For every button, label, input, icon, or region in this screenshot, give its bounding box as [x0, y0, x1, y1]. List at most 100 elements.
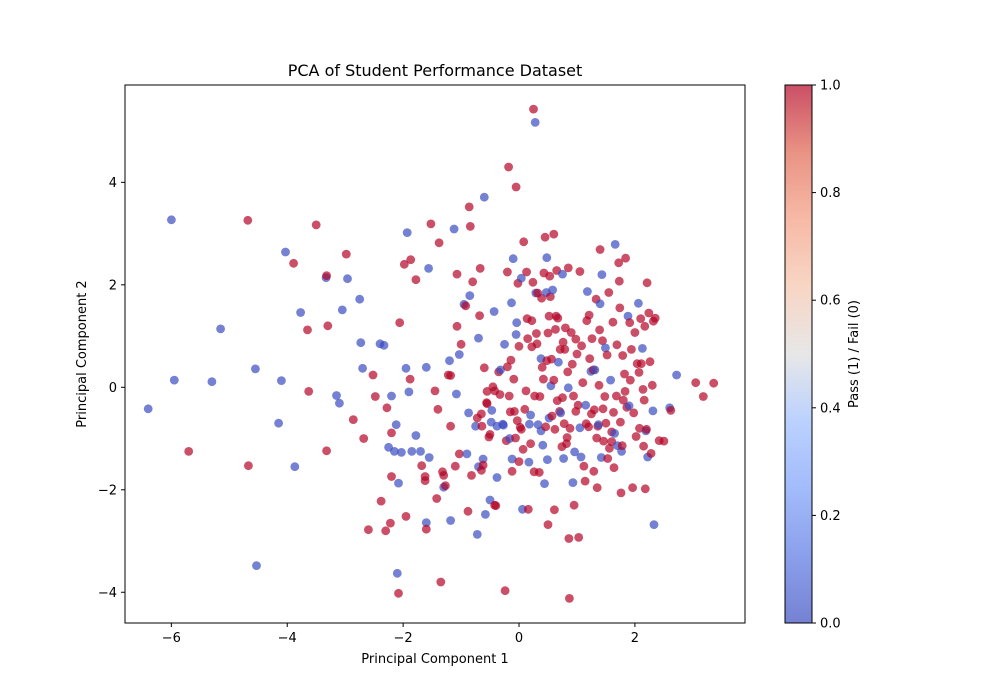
data-point-352 — [647, 380, 657, 390]
data-point-77 — [436, 577, 446, 587]
colorbar-tick-label: 1.0 — [820, 79, 841, 94]
data-point-141 — [500, 586, 510, 596]
data-point-342 — [639, 395, 649, 405]
data-point-363 — [698, 392, 708, 401]
data-point-294 — [601, 343, 610, 353]
data-point-219 — [549, 375, 559, 385]
data-point-269 — [584, 422, 593, 432]
data-point-159 — [512, 318, 522, 328]
data-point-53 — [399, 259, 409, 269]
data-point-320 — [620, 369, 629, 379]
x-tick-label: −4 — [278, 631, 297, 646]
data-point-22 — [322, 446, 331, 456]
data-point-203 — [541, 422, 551, 432]
points-layer — [143, 104, 719, 603]
data-point-112 — [477, 409, 486, 419]
data-point-361 — [672, 370, 681, 380]
data-point-221 — [550, 424, 560, 434]
data-point-179 — [526, 410, 535, 420]
data-point-155 — [510, 407, 519, 416]
data-point-208 — [543, 520, 553, 529]
data-point-175 — [523, 504, 533, 514]
data-point-332 — [631, 432, 641, 441]
data-point-160 — [512, 416, 522, 425]
data-point-232 — [558, 393, 567, 402]
x-axis: −6 −4 −2 0 2 — [162, 623, 639, 646]
data-point-108 — [472, 530, 482, 539]
x-axis-label: Principal Component 1 — [361, 652, 508, 667]
data-point-61 — [411, 275, 421, 285]
data-point-343 — [640, 321, 650, 331]
data-point-293 — [600, 392, 610, 401]
colorbar-tick-label: 0.4 — [820, 401, 841, 416]
data-point-103 — [467, 471, 476, 480]
data-point-35 — [370, 392, 380, 401]
data-point-188 — [532, 329, 541, 338]
data-point-166 — [516, 424, 526, 434]
data-point-304 — [609, 408, 618, 417]
data-point-360 — [666, 406, 676, 415]
colorbar-tick-label: 0.8 — [820, 186, 841, 201]
data-point-205 — [542, 253, 552, 263]
data-point-83 — [445, 356, 454, 366]
data-point-7 — [244, 461, 253, 471]
data-point-178 — [526, 439, 535, 449]
data-point-311 — [614, 258, 624, 268]
data-point-64 — [417, 461, 427, 471]
data-point-110 — [475, 311, 484, 320]
data-point-217 — [548, 285, 557, 295]
data-point-44 — [387, 428, 396, 438]
data-point-318 — [618, 351, 628, 360]
data-point-344 — [640, 484, 650, 494]
data-point-45 — [387, 472, 396, 481]
data-point-129 — [489, 307, 499, 316]
data-point-337 — [636, 314, 646, 323]
data-point-26 — [341, 249, 351, 259]
data-point-234 — [558, 337, 568, 347]
data-point-46 — [390, 447, 399, 456]
data-point-258 — [575, 267, 585, 276]
data-point-84 — [446, 516, 455, 525]
data-point-139 — [499, 420, 508, 430]
data-point-42 — [387, 391, 396, 401]
data-point-340 — [638, 385, 648, 394]
data-point-255 — [572, 349, 582, 359]
colorbar-gradient — [785, 85, 812, 623]
data-point-50 — [394, 478, 403, 488]
data-point-80 — [439, 471, 449, 480]
data-point-81 — [441, 481, 450, 491]
data-point-71 — [426, 219, 436, 229]
data-point-68 — [421, 524, 431, 534]
data-point-298 — [604, 288, 614, 297]
data-point-30 — [356, 338, 366, 348]
data-point-4 — [207, 377, 217, 387]
data-point-249 — [568, 478, 578, 487]
data-point-119 — [481, 510, 490, 519]
data-point-176 — [524, 457, 534, 467]
data-point-331 — [630, 328, 640, 337]
data-point-156 — [511, 433, 520, 443]
data-point-309 — [612, 340, 622, 350]
data-point-251 — [569, 500, 579, 510]
data-point-37 — [376, 496, 386, 506]
data-point-32 — [359, 434, 369, 443]
data-point-49 — [394, 588, 403, 598]
data-point-197 — [537, 362, 547, 372]
data-point-222 — [551, 325, 560, 334]
data-point-181 — [527, 316, 537, 326]
data-point-284 — [594, 380, 604, 390]
data-point-321 — [620, 387, 630, 396]
data-point-338 — [636, 359, 646, 369]
data-point-104 — [468, 277, 478, 287]
data-point-11 — [277, 376, 286, 385]
data-point-63 — [416, 447, 425, 456]
x-tick-label: 0 — [515, 631, 523, 646]
x-tick-label: −2 — [394, 631, 413, 646]
data-point-259 — [575, 423, 585, 433]
data-point-346 — [642, 424, 651, 434]
data-point-250 — [569, 391, 578, 401]
data-point-62 — [411, 431, 421, 440]
data-point-136 — [495, 390, 505, 399]
data-point-186 — [530, 118, 540, 127]
data-point-241 — [563, 367, 573, 377]
